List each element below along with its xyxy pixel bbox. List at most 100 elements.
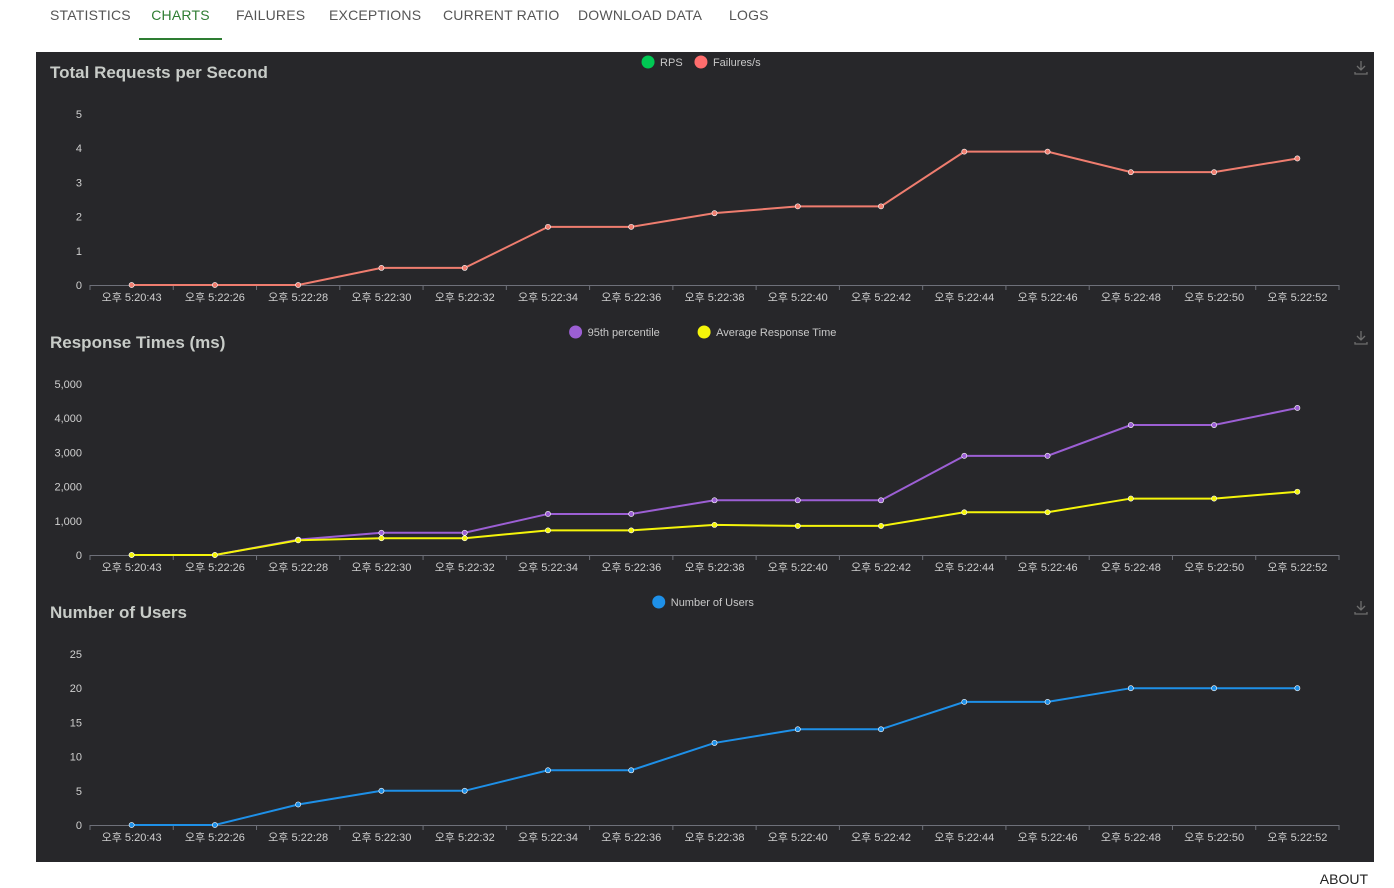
series-line [131, 687, 1298, 826]
x-tick-label: 오후 5:22:48 [1101, 831, 1161, 844]
data-point[interactable] [628, 527, 635, 534]
data-point[interactable] [378, 787, 385, 794]
legend-marker [652, 595, 666, 609]
data-point[interactable] [794, 726, 801, 733]
data-point[interactable] [378, 535, 385, 542]
data-point[interactable] [628, 511, 635, 517]
data-point[interactable] [1044, 509, 1051, 516]
y-tick-label: 3,000 [54, 447, 82, 459]
x-tick-label: 오후 5:22:38 [685, 291, 745, 304]
data-point[interactable] [878, 497, 884, 504]
y-tick-label: 1 [76, 246, 82, 258]
data-point[interactable] [211, 552, 218, 558]
data-point[interactable] [1127, 422, 1134, 428]
data-point[interactable] [295, 537, 302, 544]
data-point[interactable] [711, 740, 718, 746]
tab-charts[interactable]: CHARTS [139, 0, 222, 40]
data-point[interactable] [1211, 422, 1217, 428]
data-point[interactable] [378, 264, 385, 271]
data-point[interactable] [711, 210, 718, 217]
tab-download-data[interactable]: DOWNLOAD DATA [578, 7, 703, 23]
data-point[interactable] [1127, 685, 1134, 692]
download-icon[interactable] [1354, 61, 1368, 75]
tab-statistics[interactable]: STATISTICS [50, 7, 131, 23]
data-point[interactable] [1294, 405, 1301, 411]
data-point[interactable] [1294, 155, 1301, 162]
data-point[interactable] [628, 223, 635, 230]
data-point[interactable] [711, 522, 718, 528]
data-point[interactable] [128, 552, 135, 558]
legend-item[interactable]: 95th percentile [569, 325, 660, 340]
x-tick-label: 오후 5:22:42 [851, 291, 911, 304]
data-point[interactable] [1211, 169, 1217, 176]
data-point[interactable] [794, 523, 801, 529]
chart-title: Total Requests per Second [50, 63, 268, 82]
x-tick-label: 오후 5:22:32 [435, 831, 495, 844]
charts-canvas: Total Requests per Second RPS Failures/s 0 1… [50, 55, 1368, 844]
download-icon[interactable] [1354, 601, 1368, 615]
data-point[interactable] [211, 822, 218, 828]
x-tick-label: 오후 5:22:52 [1267, 291, 1327, 304]
data-point[interactable] [545, 767, 551, 774]
chart-title: Response Times (ms) [50, 333, 225, 352]
data-point[interactable] [961, 509, 968, 516]
data-point[interactable] [1294, 685, 1301, 692]
data-point[interactable] [545, 527, 551, 534]
data-point[interactable] [628, 767, 635, 774]
data-point[interactable] [961, 452, 968, 459]
data-point[interactable] [461, 264, 468, 271]
data-point[interactable] [794, 203, 801, 210]
x-tick-label: 오후 5:22:44 [934, 561, 994, 574]
tab-failures[interactable]: FAILURES [236, 7, 306, 23]
x-tick-label: 오후 5:22:26 [185, 291, 245, 304]
data-point[interactable] [1044, 452, 1051, 459]
data-point[interactable] [128, 822, 135, 828]
x-tick-label: 오후 5:22:34 [518, 291, 578, 304]
legend-item[interactable]: Failures/s [694, 55, 761, 70]
data-point[interactable] [794, 497, 801, 504]
data-point[interactable] [961, 698, 968, 705]
data-point[interactable] [1044, 148, 1051, 155]
about-link[interactable]: ABOUT [1319, 871, 1368, 887]
data-point[interactable] [1044, 698, 1051, 705]
data-point[interactable] [878, 203, 884, 210]
data-point[interactable] [711, 497, 718, 504]
y-tick-label: 2,000 [54, 482, 82, 494]
data-point[interactable] [1127, 169, 1134, 176]
tab-exceptions[interactable]: EXCEPTIONS [329, 7, 422, 23]
data-point[interactable] [295, 801, 302, 808]
tab-bar: STATISTICS CHARTS FAILURES EXCEPTIONS CU… [0, 0, 1394, 40]
data-point[interactable] [1211, 685, 1217, 692]
x-tick-label: 오후 5:22:36 [601, 291, 661, 304]
y-tick-label: 4 [76, 143, 82, 155]
data-point[interactable] [128, 282, 135, 288]
data-point[interactable] [878, 523, 884, 529]
y-tick-label: 0 [76, 550, 82, 562]
data-point[interactable] [1127, 495, 1134, 502]
data-point[interactable] [1211, 495, 1217, 502]
data-point[interactable] [961, 148, 968, 155]
legend-item[interactable]: Number of Users [652, 595, 754, 610]
data-point[interactable] [461, 535, 468, 542]
download-arrow [1354, 601, 1368, 615]
tab-current-ratio[interactable]: CURRENT RATIO [443, 7, 560, 23]
legend-item[interactable]: RPS [641, 55, 683, 70]
data-point[interactable] [545, 223, 551, 230]
data-point[interactable] [1294, 488, 1301, 495]
tab-logs[interactable]: LOGS [729, 7, 769, 23]
download-arrow [1354, 61, 1368, 75]
data-point[interactable] [295, 282, 302, 288]
x-tick-label: 오후 5:22:30 [351, 291, 411, 304]
data-point[interactable] [461, 529, 468, 536]
download-icon[interactable] [1354, 331, 1368, 345]
data-point[interactable] [878, 726, 884, 733]
data-point[interactable] [461, 787, 468, 794]
data-point[interactable] [545, 511, 551, 517]
legend-item[interactable]: Average Response Time [697, 325, 837, 340]
chart-2: Response Times (ms) 95th percentile Averag… [50, 325, 1368, 574]
y-tick-label: 0 [76, 820, 82, 832]
x-tick-label: 오후 5:22:52 [1267, 561, 1327, 574]
data-point[interactable] [211, 282, 218, 288]
x-tick-label: 오후 5:22:50 [1184, 831, 1244, 844]
data-point[interactable] [378, 529, 385, 536]
